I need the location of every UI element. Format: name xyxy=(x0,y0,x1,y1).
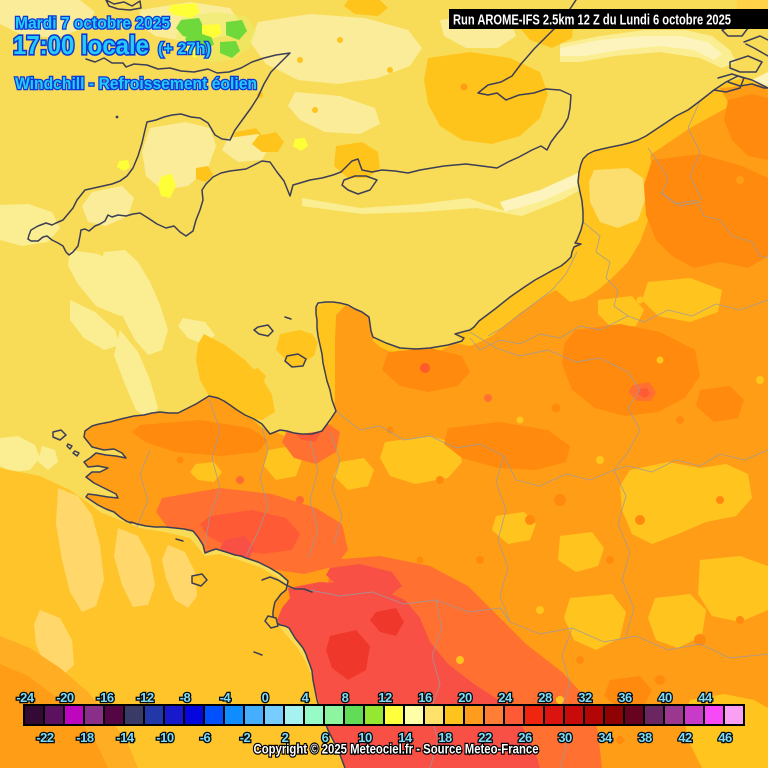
svg-text:44: 44 xyxy=(698,690,713,705)
svg-text:-14: -14 xyxy=(116,730,135,745)
svg-text:-4: -4 xyxy=(220,690,232,705)
svg-text:17:00 locale: 17:00 locale xyxy=(13,30,149,60)
svg-text:12: 12 xyxy=(378,690,392,705)
svg-text:-22: -22 xyxy=(36,730,54,745)
svg-text:40: 40 xyxy=(658,690,672,705)
svg-text:18: 18 xyxy=(438,730,452,745)
svg-text:20: 20 xyxy=(458,690,472,705)
svg-text:36: 36 xyxy=(618,690,632,705)
svg-text:Windchill - Refroissement éoli: Windchill - Refroissement éolien xyxy=(15,75,257,93)
svg-text:42: 42 xyxy=(678,730,692,745)
svg-text:46: 46 xyxy=(718,730,732,745)
svg-text:14: 14 xyxy=(398,730,413,745)
svg-text:32: 32 xyxy=(578,690,592,705)
svg-text:-6: -6 xyxy=(200,730,211,745)
svg-text:26: 26 xyxy=(518,730,532,745)
svg-text:8: 8 xyxy=(342,690,349,705)
svg-text:-10: -10 xyxy=(156,730,174,745)
svg-text:0: 0 xyxy=(262,690,269,705)
svg-text:-18: -18 xyxy=(76,730,94,745)
svg-text:24: 24 xyxy=(498,690,513,705)
svg-text:38: 38 xyxy=(638,730,652,745)
svg-text:-12: -12 xyxy=(136,690,154,705)
svg-text:(+ 27h): (+ 27h) xyxy=(158,40,211,58)
svg-text:-8: -8 xyxy=(180,690,191,705)
svg-text:22: 22 xyxy=(478,730,492,745)
svg-text:2: 2 xyxy=(282,730,289,745)
svg-text:Copyright © 2025 Meteociel.fr: Copyright © 2025 Meteociel.fr - Source M… xyxy=(254,742,539,757)
svg-text:Run AROME-IFS 2.5km 12 Z du Lu: Run AROME-IFS 2.5km 12 Z du Lundi 6 octo… xyxy=(453,13,731,29)
svg-text:30: 30 xyxy=(558,730,572,745)
svg-text:-2: -2 xyxy=(240,730,251,745)
svg-text:28: 28 xyxy=(538,690,552,705)
svg-text:6: 6 xyxy=(322,730,329,745)
svg-text:-16: -16 xyxy=(96,690,114,705)
svg-text:16: 16 xyxy=(418,690,432,705)
svg-text:-20: -20 xyxy=(56,690,74,705)
svg-text:Mardi 7 octobre 2025: Mardi 7 octobre 2025 xyxy=(15,15,170,33)
svg-text:34: 34 xyxy=(598,730,613,745)
svg-text:10: 10 xyxy=(358,730,372,745)
svg-text:-24: -24 xyxy=(16,690,35,705)
svg-text:4: 4 xyxy=(302,690,310,705)
